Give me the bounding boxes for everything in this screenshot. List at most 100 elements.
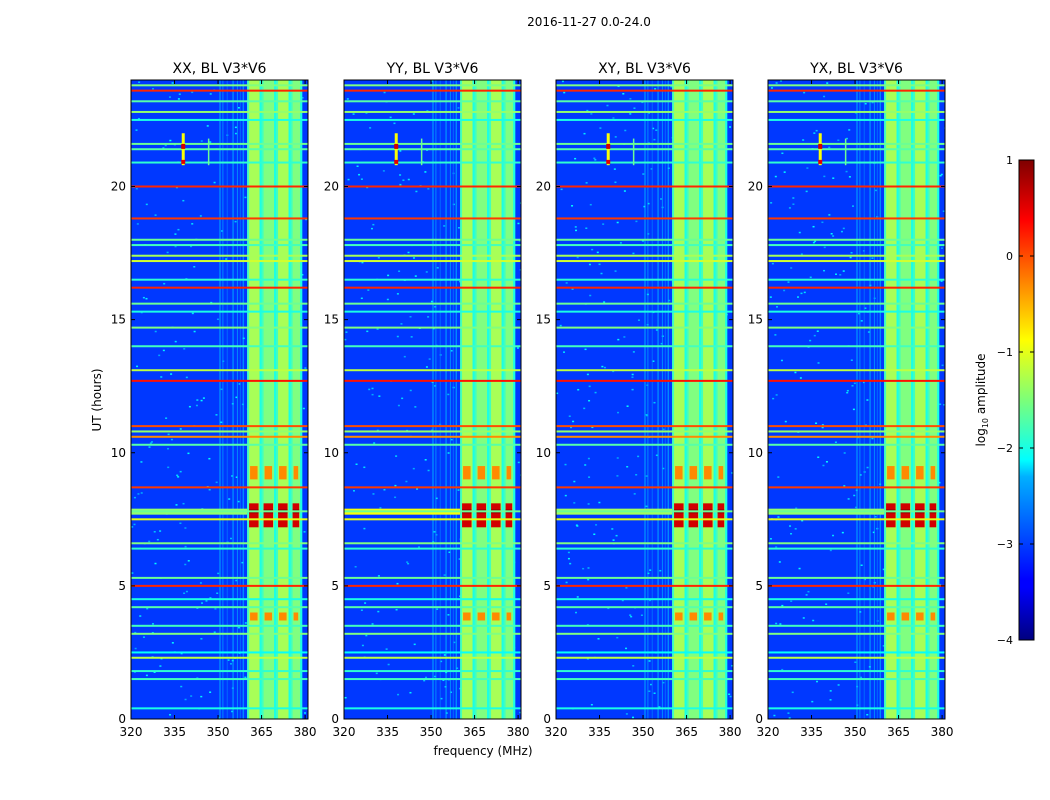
subband-column (292, 80, 301, 719)
noise-speck (778, 561, 781, 563)
noise-speck (457, 227, 460, 229)
noise-speck (731, 665, 733, 667)
noise-speck (180, 685, 183, 688)
noise-speck (781, 668, 784, 671)
noise-speck (372, 223, 375, 226)
noise-speck (617, 411, 620, 414)
moderate-rfi-block (901, 466, 910, 480)
noise-speck (940, 247, 943, 249)
noise-speck (802, 617, 805, 619)
horizontal-rfi-line (768, 430, 945, 433)
horizontal-rfi-line (344, 651, 521, 654)
noise-speck (176, 474, 179, 477)
noise-speck (853, 494, 856, 497)
noise-speck (180, 652, 183, 655)
horizontal-rfi-line (768, 89, 945, 92)
moderate-rfi-block (264, 466, 273, 480)
x-tick-label: 380 (931, 725, 954, 739)
horizontal-rfi-line (344, 238, 521, 241)
noise-speck (177, 228, 180, 231)
noise-speck (599, 127, 602, 129)
noise-speck (670, 85, 673, 88)
horizontal-rfi-line (131, 518, 308, 521)
vertical-rfi-line (873, 80, 875, 719)
noise-speck (162, 349, 165, 352)
horizontal-rfi-line (131, 185, 308, 188)
noise-speck (148, 446, 151, 448)
noise-speck (801, 519, 804, 522)
horizontal-rfi-line (556, 310, 733, 313)
noise-speck (170, 438, 173, 441)
horizontal-rfi-line (768, 260, 945, 263)
horizontal-rfi-line (768, 670, 945, 673)
noise-speck (602, 223, 605, 225)
subband-column (462, 80, 473, 719)
moderate-rfi-block (675, 466, 683, 480)
noise-speck (860, 564, 863, 567)
noise-speck (345, 331, 348, 333)
noise-speck (383, 91, 386, 94)
y-tick-label: 5 (543, 579, 551, 593)
noise-speck (412, 257, 415, 259)
moderate-rfi-block (279, 612, 287, 621)
noise-speck (943, 404, 945, 406)
noise-speck (193, 330, 196, 333)
horizontal-rfi-line (556, 369, 733, 372)
noise-speck (154, 330, 157, 333)
noise-speck (803, 291, 806, 294)
noise-speck (860, 320, 863, 322)
horizontal-rfi-line (131, 430, 308, 433)
narrowband-source (394, 133, 398, 166)
horizontal-rfi-line (344, 707, 521, 710)
noise-speck (193, 266, 196, 268)
horizontal-rfi-line (131, 606, 308, 609)
colorbar-tick-label: 1 (1006, 154, 1013, 167)
horizontal-rfi-line (344, 584, 521, 587)
noise-speck (812, 241, 815, 244)
horizontal-rfi-line (344, 286, 521, 289)
noise-speck (209, 691, 212, 693)
noise-speck (790, 267, 793, 269)
noise-speck (882, 645, 885, 647)
noise-speck (781, 604, 784, 607)
noise-speck (171, 82, 174, 84)
noise-speck (371, 623, 374, 625)
noise-speck (583, 407, 586, 410)
horizontal-rfi-line (131, 443, 308, 446)
x-tick-label: 335 (163, 725, 186, 739)
noise-speck (619, 242, 622, 244)
noise-speck (213, 181, 216, 184)
noise-speck (773, 714, 776, 717)
horizontal-rfi-line (556, 670, 733, 673)
horizontal-rfi-line (344, 185, 521, 188)
noise-speck (582, 567, 585, 570)
strong-rfi-block (505, 503, 513, 528)
noise-speck (859, 474, 862, 476)
noise-speck (433, 531, 436, 533)
noise-speck (142, 296, 145, 299)
noise-speck (866, 399, 869, 401)
moderate-rfi-block (930, 612, 936, 621)
narrowband-source (818, 133, 822, 166)
noise-speck (840, 230, 843, 233)
noise-speck (153, 531, 156, 533)
noise-speck (882, 568, 885, 571)
panel-1: XX, BL V3*V6 320 335 350 365 380 0 5 10 15 20 (111, 61, 317, 739)
colorbar: 1 0 −1 −2 −3 −4 log10 amplitude (974, 154, 1035, 647)
moderate-rfi-block (704, 612, 712, 621)
horizontal-rfi-line (556, 510, 733, 513)
noise-speck (805, 190, 808, 193)
strong-rfi-block (688, 503, 699, 528)
horizontal-rfi-line (344, 217, 521, 220)
noise-speck (583, 132, 586, 135)
noise-speck (631, 376, 634, 378)
y-tick-label: 15 (536, 313, 551, 327)
noise-speck (828, 146, 831, 149)
horizontal-rfi-line (131, 345, 308, 348)
noise-speck (846, 391, 849, 394)
horizontal-rfi-line (768, 584, 945, 587)
noise-speck (652, 360, 655, 362)
noise-speck (815, 129, 818, 132)
strong-rfi-block (476, 503, 487, 528)
